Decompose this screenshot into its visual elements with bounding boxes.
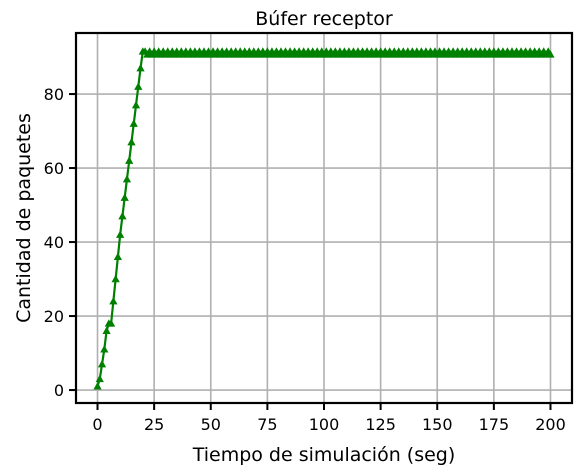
y-tick-label: 20 bbox=[44, 307, 64, 326]
y-tick-label: 40 bbox=[44, 233, 64, 252]
data-point-marker bbox=[120, 193, 129, 201]
chart-title: Búfer receptor bbox=[255, 8, 393, 30]
data-point-marker bbox=[122, 174, 132, 183]
x-tick-label: 150 bbox=[422, 415, 453, 434]
data-point-marker bbox=[136, 63, 145, 72]
x-tick-label: 0 bbox=[92, 415, 102, 434]
data-point-marker bbox=[134, 82, 143, 90]
x-tick-label: 175 bbox=[479, 415, 510, 434]
data-point-marker bbox=[95, 374, 104, 383]
data-point-marker bbox=[116, 230, 125, 238]
x-tick-label: 75 bbox=[257, 415, 277, 434]
x-axis-label: Tiempo de simulación (seg) bbox=[192, 444, 456, 466]
y-tick-label: 0 bbox=[54, 381, 64, 400]
data-point-marker bbox=[546, 50, 555, 58]
x-tick-label: 100 bbox=[309, 415, 340, 434]
x-tick-label: 50 bbox=[201, 415, 221, 434]
y-tick-label: 60 bbox=[44, 159, 64, 178]
data-point-marker bbox=[111, 274, 120, 283]
data-point-marker bbox=[127, 137, 136, 146]
x-tick-label: 125 bbox=[365, 415, 396, 434]
series-layer bbox=[93, 47, 555, 390]
data-point-marker bbox=[97, 359, 107, 368]
ticks: 0 25 50 75 100 125 150 175 200 0 20 40 60 80 bbox=[44, 85, 566, 434]
x-tick-label: 25 bbox=[144, 415, 164, 434]
data-point-marker bbox=[125, 156, 134, 164]
data-point-marker bbox=[100, 345, 109, 353]
data-point-marker bbox=[118, 211, 127, 220]
y-axis-label: Cantidad de paquetes bbox=[13, 113, 35, 323]
data-point-marker bbox=[113, 252, 123, 261]
data-point-marker bbox=[129, 119, 138, 127]
grid bbox=[76, 33, 572, 403]
data-point-marker bbox=[131, 100, 141, 109]
data-point-marker bbox=[109, 297, 118, 305]
data-point-marker bbox=[102, 326, 111, 335]
x-tick-label: 200 bbox=[535, 415, 566, 434]
data-point-marker bbox=[106, 319, 116, 327]
y-tick-label: 80 bbox=[44, 85, 64, 104]
data-point-marker bbox=[93, 382, 102, 390]
